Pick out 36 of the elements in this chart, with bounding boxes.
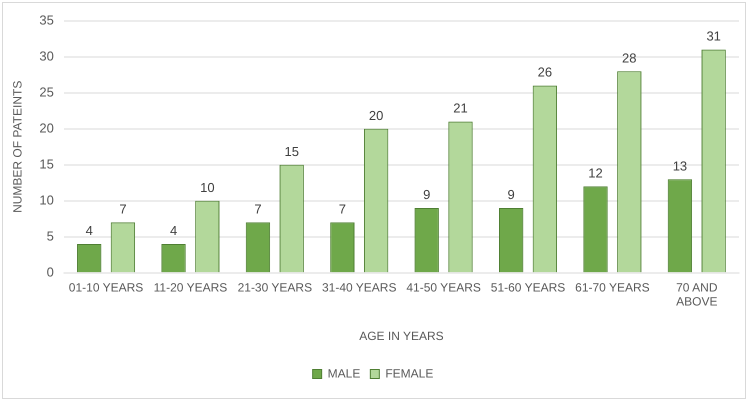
y-tick-label: 0 xyxy=(46,264,54,280)
data-label: 4 xyxy=(86,223,93,238)
data-label: 26 xyxy=(538,64,552,80)
y-tick-label: 35 xyxy=(39,12,54,28)
data-label: 9 xyxy=(423,187,430,202)
legend-label: MALE xyxy=(328,366,360,380)
data-label: 13 xyxy=(672,158,688,174)
x-tick-label: 51-60 YEARS xyxy=(490,280,566,294)
data-label: 31 xyxy=(706,28,721,44)
y-axis-title: NUMBER OF PATEINTS xyxy=(10,80,25,213)
data-label: 9 xyxy=(508,187,515,202)
x-tick-label: 01-10 YEARS xyxy=(68,280,144,294)
data-label: 7 xyxy=(338,201,346,216)
data-label: 20 xyxy=(368,108,384,123)
data-label: 10 xyxy=(200,180,215,195)
y-tick-label: 15 xyxy=(39,156,54,172)
data-label: 4 xyxy=(170,223,178,238)
x-tick-label: 21-30 YEARS xyxy=(238,280,312,294)
data-label: 28 xyxy=(622,50,637,66)
data-label: 12 xyxy=(588,165,603,180)
y-tick-label: 30 xyxy=(39,48,54,64)
y-tick-label: 5 xyxy=(46,228,54,244)
data-label: 7 xyxy=(254,201,262,216)
x-tick-label: 31-40 YEARS xyxy=(322,280,396,294)
y-tick-label: 10 xyxy=(39,192,54,208)
data-label: 15 xyxy=(284,144,299,159)
y-tick-label: 25 xyxy=(39,84,54,100)
data-label: 7 xyxy=(119,201,127,216)
x-tick-label: 41-50 YEARS xyxy=(406,280,481,294)
data-label: 21 xyxy=(453,100,468,116)
x-tick-label: 11-20 YEARS xyxy=(154,280,228,294)
y-tick-label: 20 xyxy=(39,120,54,136)
legend-label: FEMALE xyxy=(385,366,434,380)
x-tick-label: 61-70 YEARS xyxy=(575,280,650,294)
x-axis-title: AGE IN YEARS xyxy=(359,329,444,344)
x-tick-label: 70 AND ABOVE xyxy=(676,280,718,309)
